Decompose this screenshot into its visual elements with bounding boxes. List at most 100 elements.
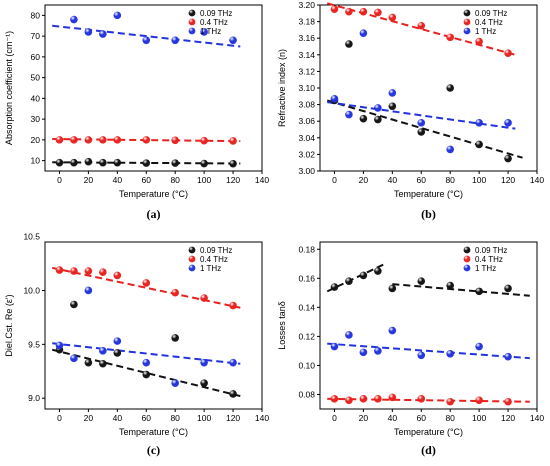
data-point [359, 29, 368, 38]
data-point [99, 347, 107, 355]
data-point [388, 393, 397, 402]
y-tick-label: 3.08 [298, 100, 315, 110]
data-point [113, 337, 122, 345]
x-tick-label: 80 [170, 175, 180, 185]
data-point [200, 294, 208, 302]
data-point [330, 283, 339, 291]
legend-label: 1 THz [475, 264, 496, 273]
data-point [200, 159, 208, 168]
data-point [55, 136, 64, 144]
data-point [475, 119, 483, 127]
data-point [388, 13, 397, 22]
data-point [475, 37, 483, 46]
y-tick-label: 10.5 [23, 232, 40, 242]
data-point [374, 267, 382, 275]
data-point [417, 351, 426, 360]
data-point [113, 136, 122, 144]
y-tick-label: 3.12 [298, 66, 315, 76]
x-tick-label: 60 [142, 175, 152, 185]
data-point [70, 267, 78, 275]
data-point [475, 140, 483, 149]
x-tick-label: 120 [501, 413, 515, 423]
data-point [417, 128, 426, 136]
panel-label: (c) [147, 443, 160, 457]
y-tick-label: 20 [31, 135, 41, 145]
data-point [446, 145, 455, 154]
data-point [359, 395, 368, 403]
x-tick-label: 100 [197, 413, 211, 423]
x-tick-label: 80 [445, 175, 455, 185]
data-point [475, 342, 483, 351]
y-tick-label: 3.00 [298, 166, 315, 176]
data-point [345, 277, 353, 286]
fit-line [327, 397, 530, 403]
x-tick-label: 40 [388, 413, 398, 423]
y-tick-label: 70 [31, 31, 41, 41]
data-point [345, 331, 353, 339]
y-tick-label: 3.10 [298, 83, 315, 93]
data-point [113, 11, 122, 20]
data-point [200, 379, 208, 387]
x-tick-label: 80 [170, 413, 180, 423]
legend-marker [463, 9, 471, 17]
fit-line [52, 24, 241, 48]
data-point [70, 15, 78, 24]
data-point [374, 104, 382, 112]
data-point [99, 268, 107, 276]
chart-panel-3: 0 20 40 60 80 100 120 140 9.0 9.5 10.0 10.5 Temperat… [4, 232, 269, 457]
legend-label: 0.09 THz [475, 246, 507, 255]
y-tick-label: 3.18 [298, 17, 315, 27]
data-point [475, 396, 483, 405]
data-point [359, 7, 368, 16]
legend-marker [463, 255, 471, 263]
data-point [446, 33, 455, 42]
legend-marker [463, 18, 471, 26]
data-point [99, 158, 107, 167]
data-point [374, 8, 382, 17]
x-tick-label: 100 [472, 175, 486, 185]
data-point [374, 347, 382, 355]
y-tick-label: 30 [31, 114, 41, 124]
data-point [504, 352, 512, 361]
data-point [504, 119, 512, 127]
x-tick-label: 20 [359, 413, 369, 423]
data-point [345, 7, 353, 16]
data-point [70, 136, 78, 144]
x-tick-label: 120 [226, 175, 240, 185]
y-tick-label: 0.12 [298, 331, 315, 341]
data-point [504, 154, 512, 163]
data-point [359, 114, 368, 123]
data-point [417, 277, 426, 286]
data-point [229, 390, 237, 398]
y-tick-label: 9.0 [28, 393, 40, 403]
x-tick-label: 20 [84, 175, 94, 185]
x-axis-title: Temperature (°C) [394, 427, 463, 437]
y-tick-label: 3.04 [298, 133, 315, 143]
data-point [330, 342, 339, 351]
y-tick-label: 0.18 [298, 244, 315, 254]
fit-line [52, 266, 241, 309]
data-point [84, 157, 93, 166]
y-tick-label: 10 [31, 156, 41, 166]
plot-frame [319, 241, 538, 410]
legend-marker [188, 255, 196, 263]
data-point [142, 36, 151, 45]
data-point [359, 271, 368, 280]
legend-marker [188, 264, 196, 272]
data-point [229, 301, 237, 310]
data-point [388, 89, 397, 97]
data-point [200, 358, 208, 367]
y-tick-label: 3.16 [298, 33, 315, 43]
x-tick-label: 0 [332, 175, 337, 185]
data-point [55, 158, 64, 167]
legend-label: 1 THz [475, 27, 496, 36]
data-point [84, 267, 93, 275]
data-point [417, 21, 426, 30]
y-tick-label: 0.08 [298, 389, 315, 399]
data-point [171, 136, 179, 145]
fit-line [326, 99, 523, 159]
x-tick-label: 140 [530, 175, 544, 185]
x-axis-title: Temperature (°C) [119, 427, 188, 437]
legend-label: 0.4 THz [475, 255, 503, 264]
x-tick-label: 40 [113, 413, 123, 423]
